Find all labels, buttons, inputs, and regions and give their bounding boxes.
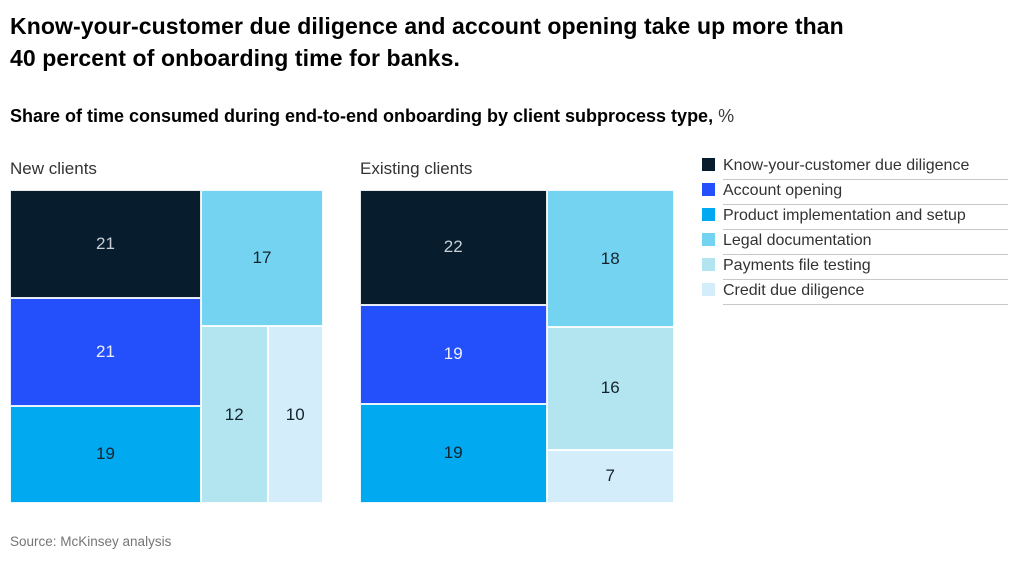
block-value-label: 18 [600, 248, 620, 268]
chart-subtitle-text: Share of time consumed during end-to-end… [10, 106, 714, 126]
block-value-label: 19 [96, 444, 115, 464]
legend-item: Account opening [702, 181, 1008, 206]
block-value-label: 16 [600, 378, 620, 398]
treemap-block-know-your-customer-due-diligence: 22 [360, 190, 547, 305]
panel-label-new-clients: New clients [10, 159, 97, 178]
legend-swatch-icon [702, 158, 715, 171]
treemap-existing-clients: 22 19 19 18 16 7 [360, 190, 674, 503]
block-value-label: 12 [224, 404, 244, 424]
treemap-block-payments-file-testing: 12 [200, 326, 268, 503]
treemap-block-legal-documentation: 18 [546, 190, 674, 328]
treemap-block-payments-file-testing: 16 [546, 327, 674, 450]
treemap-new-clients: 21 21 19 17 12 10 [10, 190, 323, 503]
block-value-label: 17 [252, 248, 272, 268]
block-value-label: 19 [443, 443, 463, 463]
legend-swatch-icon [702, 283, 715, 296]
legend-item: Legal documentation [702, 231, 1008, 256]
treemap-block-legal-documentation: 17 [200, 190, 323, 327]
legend-label: Product implementation and setup [723, 206, 1008, 230]
block-value-label: 19 [443, 344, 463, 364]
treemap-block-product-implementation-and-setup: 19 [360, 403, 547, 503]
legend-label: Know-your-customer due diligence [723, 156, 1008, 180]
block-value-label: 10 [285, 404, 305, 424]
block-value-label: 21 [96, 341, 115, 361]
chart-subtitle: Share of time consumed during end-to-end… [10, 106, 734, 127]
legend-item: Payments file testing [702, 256, 1008, 281]
treemap-block-account-opening: 21 [10, 297, 201, 406]
chart-title: Know-your-customer due diligence and acc… [10, 10, 844, 74]
legend-swatch-icon [702, 258, 715, 271]
legend-item: Know-your-customer due diligence [702, 156, 1008, 181]
panel-label-existing-clients: Existing clients [360, 159, 473, 178]
legend-label: Credit due diligence [723, 281, 1008, 305]
chart-title-line-2: 40 percent of onboarding time for banks. [10, 45, 461, 71]
legend-label: Legal documentation [723, 231, 1008, 255]
legend-item: Product implementation and setup [702, 206, 1008, 231]
treemap-block-credit-due-diligence: 10 [267, 326, 323, 503]
treemap-block-credit-due-diligence: 7 [546, 449, 674, 503]
block-value-label: 7 [605, 466, 615, 486]
chart-subtitle-unit: % [718, 106, 735, 126]
legend: Know-your-customer due diligence Account … [702, 156, 1008, 306]
source-note: Source: McKinsey analysis [10, 534, 172, 549]
legend-swatch-icon [702, 183, 715, 196]
block-value-label: 22 [443, 237, 463, 257]
legend-swatch-icon [702, 233, 715, 246]
legend-label: Account opening [723, 181, 1008, 205]
treemap-block-product-implementation-and-setup: 19 [10, 405, 201, 503]
treemap-block-account-opening: 19 [360, 304, 547, 404]
legend-swatch-icon [702, 208, 715, 221]
legend-item: Credit due diligence [702, 281, 1008, 306]
block-value-label: 21 [96, 233, 115, 253]
treemap-block-know-your-customer-due-diligence: 21 [10, 190, 201, 298]
legend-label: Payments file testing [723, 256, 1008, 280]
chart-title-line-1: Know-your-customer due diligence and acc… [10, 13, 844, 39]
